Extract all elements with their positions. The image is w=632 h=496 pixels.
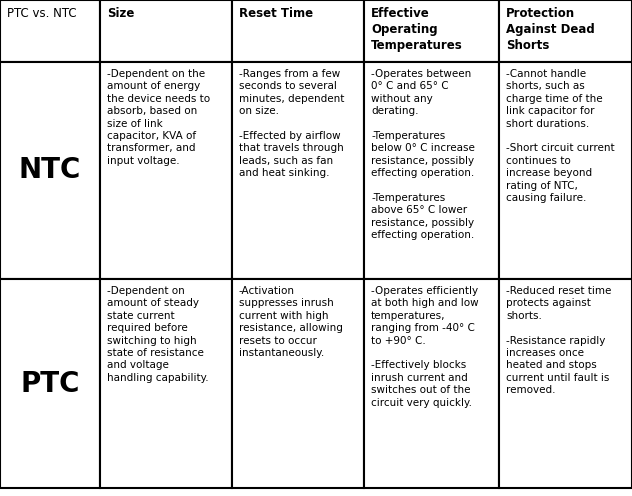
Bar bbox=[0, 279, 100, 488]
Bar bbox=[364, 279, 499, 488]
Text: Reset Time: Reset Time bbox=[239, 7, 313, 20]
Bar bbox=[364, 0, 499, 62]
Bar bbox=[364, 62, 499, 279]
Bar bbox=[232, 279, 364, 488]
Text: -Operates between
0° C and 65° C
without any
derating.

-Temperatures
below 0° C: -Operates between 0° C and 65° C without… bbox=[371, 69, 475, 240]
Text: -Dependent on the
amount of energy
the device needs to
absorb, based on
size of : -Dependent on the amount of energy the d… bbox=[107, 69, 210, 166]
Bar bbox=[0, 62, 100, 279]
Bar bbox=[100, 0, 232, 62]
Text: PTC vs. NTC: PTC vs. NTC bbox=[7, 7, 76, 20]
Text: NTC: NTC bbox=[19, 157, 81, 185]
Bar bbox=[0, 0, 100, 62]
Text: -Ranges from a few
seconds to several
minutes, dependent
on size.

-Effected by : -Ranges from a few seconds to several mi… bbox=[239, 69, 344, 178]
Text: -Operates efficiently
at both high and low
temperatures,
ranging from -40° C
to : -Operates efficiently at both high and l… bbox=[371, 286, 478, 408]
Text: -Reduced reset time
protects against
shorts.

-Resistance rapidly
increases once: -Reduced reset time protects against sho… bbox=[506, 286, 611, 395]
Bar bbox=[499, 0, 632, 62]
Text: Effective
Operating
Temperatures: Effective Operating Temperatures bbox=[371, 7, 463, 52]
Text: -Cannot handle
shorts, such as
charge time of the
link capacitor for
short durat: -Cannot handle shorts, such as charge ti… bbox=[506, 69, 615, 203]
Bar bbox=[232, 62, 364, 279]
Bar bbox=[100, 62, 232, 279]
Bar bbox=[100, 279, 232, 488]
Text: Protection
Against Dead
Shorts: Protection Against Dead Shorts bbox=[506, 7, 595, 52]
Bar bbox=[499, 62, 632, 279]
Bar bbox=[499, 279, 632, 488]
Text: Size: Size bbox=[107, 7, 135, 20]
Text: -Dependent on
amount of steady
state current
required before
switching to high
s: -Dependent on amount of steady state cur… bbox=[107, 286, 209, 383]
Bar bbox=[232, 0, 364, 62]
Text: -Activation
suppresses inrush
current with high
resistance, allowing
resets to o: -Activation suppresses inrush current wi… bbox=[239, 286, 343, 358]
Text: PTC: PTC bbox=[20, 370, 80, 397]
